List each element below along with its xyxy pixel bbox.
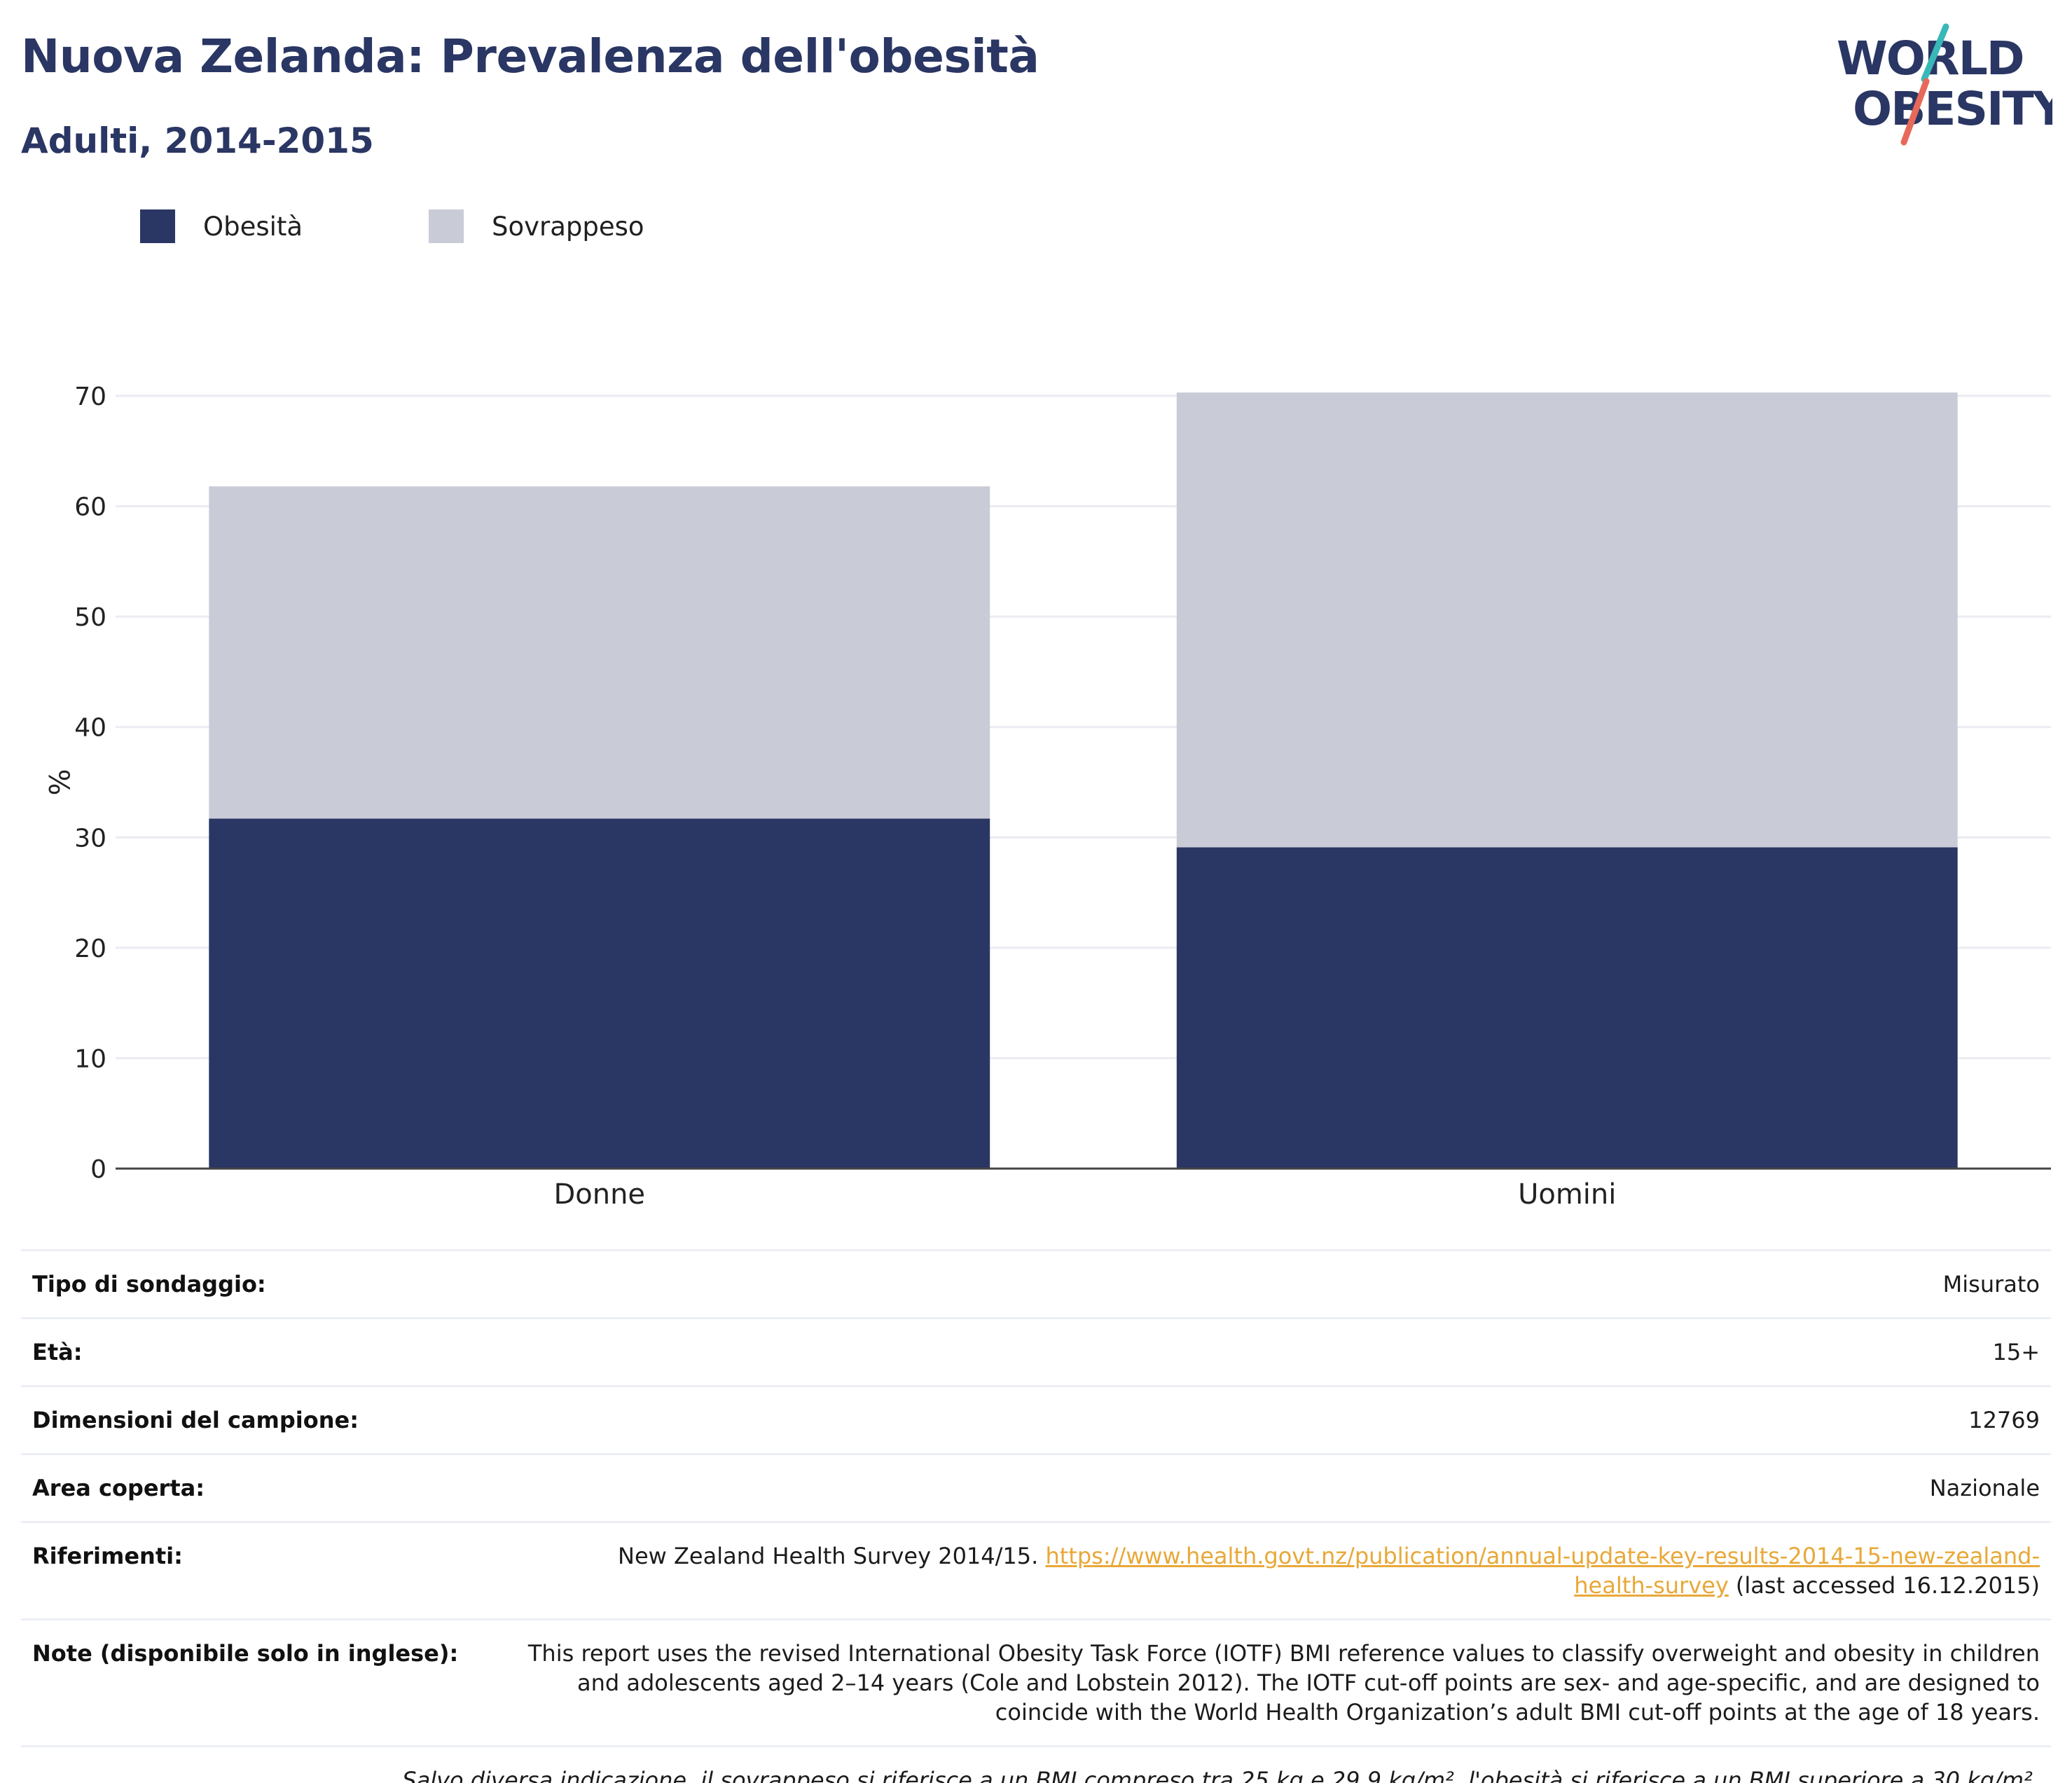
bar-obesity-donne[interactable] [209,818,990,1169]
logo-slash-top [1921,23,1949,83]
info-row-notes: Note (disponibile solo in inglese): This… [21,1618,2051,1745]
logo-slash-bottom [1900,78,1930,146]
logo-line2: OBESITY [1853,82,2052,136]
info-value: 12769 [1968,1407,2040,1433]
legend-item-obesity[interactable]: Obesità [140,209,303,244]
axes: 0 10 20 30 40 50 60 70% Donne Uomini [42,383,2051,1211]
info-row-sample-size: Dimensioni del campione: 12769 [21,1385,2051,1453]
note-line: and adolescents aged 2–14 years (Cole an… [576,1670,2040,1696]
legend-swatch-obesity [140,209,175,243]
bar-obesity-uomini[interactable] [1176,847,1958,1169]
info-row-footnote: Salvo diversa indicazione, il sovrappeso… [21,1745,2051,1783]
info-row-age: Età: 15+ [21,1317,2051,1385]
info-value-notes: This report uses the revised Internation… [523,1639,2040,1727]
info-label: Dimensioni del campione: [32,1407,359,1433]
bar-overweight-uomini[interactable] [1176,392,1958,848]
y-tick-label: 30 [74,824,106,853]
y-tick-label: 10 [74,1045,106,1073]
page-subtitle: Adulti, 2014-2015 [21,121,374,161]
page-title: Nuova Zelanda: Prevalenza dell'obesità [21,29,1040,83]
legend-label-overweight: Sovrappeso [492,211,644,242]
y-tick-label: 60 [74,493,106,522]
bar-overweight-donne[interactable] [209,486,990,819]
legend-label-obesity: Obesità [203,211,303,242]
legend-swatch-overweight [429,209,464,243]
reference-link-cont[interactable]: health-survey [1574,1572,1729,1599]
note-line: This report uses the revised Internation… [527,1640,2040,1667]
info-value: Nazionale [1929,1475,2040,1501]
info-label: Tipo di sondaggio: [32,1271,266,1297]
info-row-references: Riferimenti: New Zealand Health Survey 2… [21,1521,2051,1618]
info-value-references: New Zealand Health Survey 2014/15. https… [523,1541,2040,1600]
bars [209,392,1958,1169]
y-tick-label: 20 [74,935,106,963]
y-tick-label: 70 [74,383,106,411]
reference-accessed: (last accessed 16.12.2015) [1728,1572,2040,1599]
stacked-bar-chart: 0 10 20 30 40 50 60 70% Donne Uomini [42,383,2051,1211]
y-tick-label: 0 [90,1155,106,1184]
bmi-footnote: Salvo diversa indicazione, il sovrappeso… [402,1767,2040,1783]
info-label: Area coperta: [32,1475,205,1501]
y-tick-label: 40 [74,714,106,743]
info-value: Misurato [1942,1271,2040,1297]
info-label: Età: [32,1339,83,1365]
info-value: 15+ [1992,1339,2040,1365]
y-axis-title: % [42,769,74,795]
legend-item-overweight[interactable]: Sovrappeso [429,209,644,244]
note-line: coincide with the World Health Organizat… [995,1699,2040,1726]
info-row-area: Area coperta: Nazionale [21,1453,2051,1521]
y-tick-label: 50 [74,603,106,632]
info-label: Riferimenti: [32,1543,183,1569]
reference-text: New Zealand Health Survey 2014/15. [618,1543,1046,1569]
reference-link[interactable]: https://www.health.govt.nz/publication/a… [1045,1543,2040,1569]
world-obesity-logo: WORLD OBESITY [1837,23,2052,146]
x-tick-label: Donne [553,1178,645,1211]
info-label: Note (disponibile solo in inglese): [32,1640,459,1667]
survey-info-table: Tipo di sondaggio: Misurato Età: 15+ Dim… [21,1249,2051,1783]
info-row-survey-type: Tipo di sondaggio: Misurato [21,1249,2051,1317]
x-tick-label: Uomini [1518,1178,1616,1211]
